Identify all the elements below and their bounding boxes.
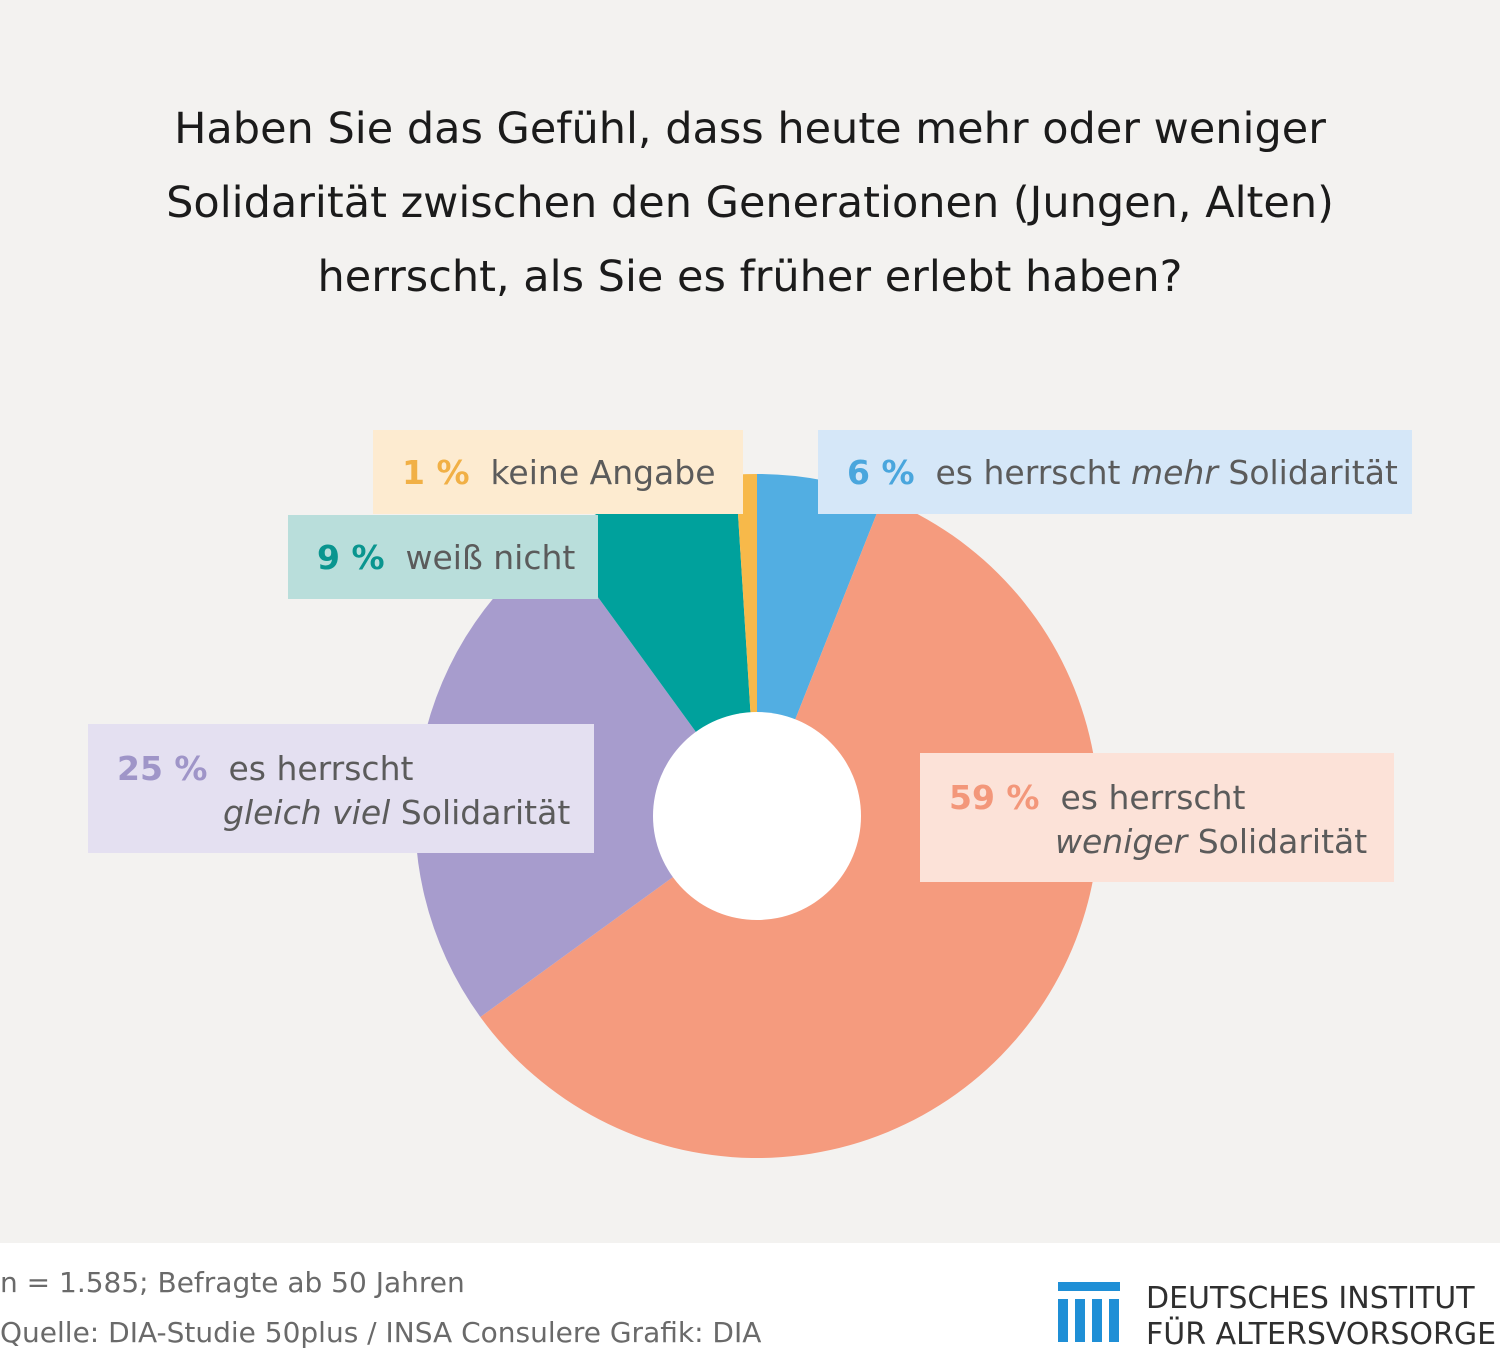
label-weiss-nicht-text: weiß nicht [405, 538, 576, 577]
label-mehr-em: mehr [1130, 453, 1218, 492]
title-line-3: herrscht, als Sie es früher erlebt haben… [317, 252, 1183, 302]
logo-column-1 [1058, 1299, 1068, 1342]
label-keine-angabe-pct: 1 % [402, 453, 470, 492]
label-gleich-viel-em: gleich viel [223, 793, 391, 832]
dia-logo-icon [1058, 1282, 1120, 1342]
label-weniger-post: Solidarität [1187, 822, 1368, 861]
footer-source: Quelle: DIA-Studie 50plus / INSA Consule… [0, 1316, 762, 1349]
label-gleich-viel: 25 % es herrscht gleich viel Solidarität [88, 724, 594, 853]
title-line-1: Haben Sie das Gefühl, dass heute mehr od… [174, 104, 1326, 154]
label-mehr-pct: 6 % [847, 453, 915, 492]
label-weniger: 59 % es herrscht weniger Solidarität [920, 753, 1394, 882]
label-weniger-pct: 59 % [949, 778, 1040, 817]
logo-column-3 [1092, 1299, 1102, 1342]
title-line-2: Solidarität zwischen den Generationen (J… [166, 178, 1334, 228]
label-gleich-viel-post: Solidarität [390, 793, 571, 832]
label-mehr: 6 % es herrscht mehr Solidarität [818, 430, 1412, 514]
footer-sample-size: n = 1.585; Befragte ab 50 Jahren [0, 1266, 465, 1299]
logo-top-bar [1058, 1282, 1120, 1291]
label-keine-angabe: 1 % keine Angabe [373, 430, 743, 514]
label-gleich-viel-line1: es herrscht [228, 749, 414, 788]
donut-hole [653, 712, 861, 920]
logo-column-2 [1075, 1299, 1085, 1342]
label-mehr-pre: es herrscht [935, 453, 1131, 492]
label-weniger-em: weniger [1055, 822, 1188, 861]
dia-logo-text: DEUTSCHES INSTITUT FÜR ALTERSVORSORGE [1146, 1281, 1496, 1353]
label-weiss-nicht: 9 % weiß nicht [288, 515, 598, 599]
logo-column-4 [1109, 1299, 1119, 1342]
logo-line-2: FÜR ALTERSVORSORGE [1146, 1317, 1497, 1352]
label-weiss-nicht-pct: 9 % [317, 538, 385, 577]
chart-title: Haben Sie das Gefühl, dass heute mehr od… [0, 92, 1500, 314]
label-keine-angabe-text: keine Angabe [490, 453, 716, 492]
logo-line-1: DEUTSCHES INSTITUT [1146, 1281, 1475, 1316]
label-mehr-post: Solidarität [1217, 453, 1398, 492]
label-weniger-line1: es herrscht [1060, 778, 1246, 817]
donut-chart [415, 474, 1100, 1159]
label-gleich-viel-pct: 25 % [117, 749, 208, 788]
